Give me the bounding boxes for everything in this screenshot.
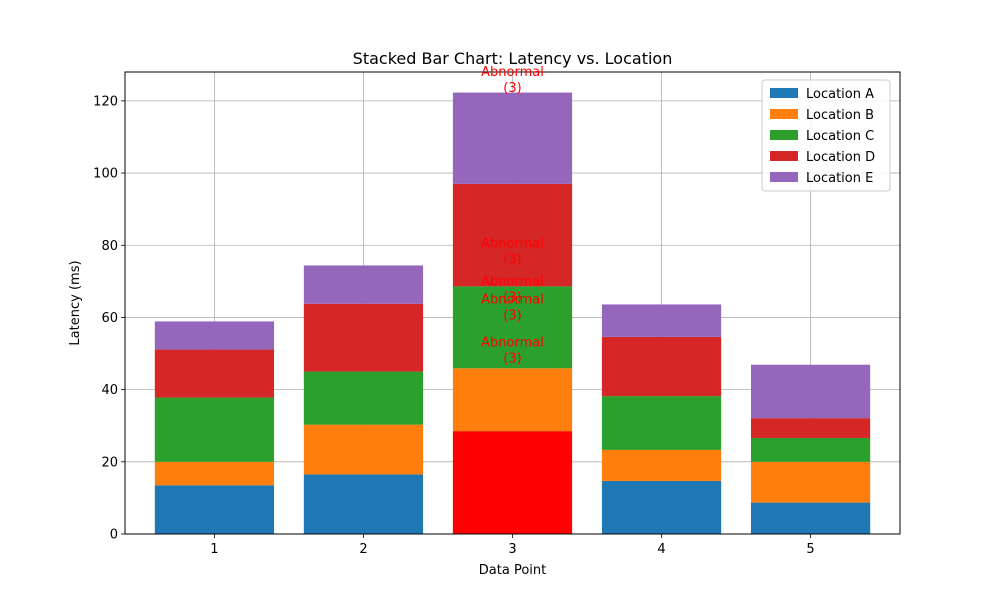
bars-layer xyxy=(154,92,871,534)
y-tick-label: 40 xyxy=(101,383,118,398)
bar-location-d-point-5 xyxy=(750,418,871,438)
y-tick-label: 60 xyxy=(101,311,118,326)
legend: Location A Location B Location C Location D… xyxy=(761,79,891,192)
bar-location-b-point-4 xyxy=(601,449,722,481)
legend-label: Location B xyxy=(806,108,874,123)
x-tick-label: 1 xyxy=(210,542,218,557)
bar-location-e-point-2 xyxy=(303,265,424,304)
bar-location-c-point-1 xyxy=(154,397,275,462)
legend-box xyxy=(761,79,891,192)
x-tick-label: 5 xyxy=(806,542,814,557)
legend-label: Location A xyxy=(806,87,874,102)
bar-location-e-point-5 xyxy=(750,364,871,419)
x-tick-label: 3 xyxy=(508,542,516,557)
bar-location-a-point-1 xyxy=(154,485,275,534)
y-tick-label: 100 xyxy=(93,167,118,182)
annotation-abnormal: Abnormal (3) xyxy=(481,336,544,367)
y-tick-label: 120 xyxy=(93,94,118,109)
bar-location-a-point-3 xyxy=(452,431,573,534)
bar-location-a-point-4 xyxy=(601,480,722,534)
x-tick-label: 4 xyxy=(657,542,665,557)
bar-location-e-point-3 xyxy=(452,92,573,184)
legend-label: Location C xyxy=(806,129,874,144)
annotation-abnormal: Abnormal (3) xyxy=(481,274,544,305)
bar-location-e-point-4 xyxy=(601,304,722,337)
bar-location-c-point-4 xyxy=(601,396,722,450)
bar-location-d-point-4 xyxy=(601,336,722,397)
bar-location-a-point-2 xyxy=(303,474,424,534)
legend-label: Location E xyxy=(806,171,873,186)
annotation-abnormal: Abnormal (3) xyxy=(481,292,544,323)
bar-location-b-point-2 xyxy=(303,424,424,475)
annotations-layer: Abnormal (3)Abnormal (3)Abnormal (3)Abnorma… xyxy=(481,65,544,367)
annotation-abnormal: Abnormal (3) xyxy=(481,65,544,96)
bar-location-e-point-1 xyxy=(154,321,275,350)
bar-location-d-point-3 xyxy=(452,183,573,287)
y-tick-label: 80 xyxy=(101,239,118,254)
legend-swatch xyxy=(770,151,798,161)
ticks-layer: 0 20 40 60 80 100 120 1 2 3 4 5 xyxy=(93,94,815,557)
x-axis-label: Data Point xyxy=(479,563,546,578)
x-tick-label: 2 xyxy=(359,542,367,557)
y-tick-label: 0 xyxy=(110,528,118,543)
legend-swatch xyxy=(770,88,798,98)
bar-location-c-point-2 xyxy=(303,371,424,425)
bar-location-c-point-3 xyxy=(452,286,573,369)
annotation-abnormal: Abnormal (3) xyxy=(481,236,544,267)
legend-label: Location D xyxy=(806,150,875,165)
bar-location-b-point-1 xyxy=(154,461,275,486)
legend-swatch xyxy=(770,130,798,140)
y-tick-label: 20 xyxy=(101,455,118,470)
bar-location-d-point-2 xyxy=(303,303,424,372)
bar-location-c-point-5 xyxy=(750,437,871,462)
bar-location-a-point-5 xyxy=(750,502,871,534)
y-axis-label: Latency (ms) xyxy=(68,260,83,345)
bar-location-b-point-5 xyxy=(750,461,871,503)
bar-location-d-point-1 xyxy=(154,349,275,398)
bar-location-b-point-3 xyxy=(452,368,573,432)
legend-swatch xyxy=(770,172,798,182)
chart-title: Stacked Bar Chart: Latency vs. Location xyxy=(353,49,673,68)
legend-swatch xyxy=(770,109,798,119)
